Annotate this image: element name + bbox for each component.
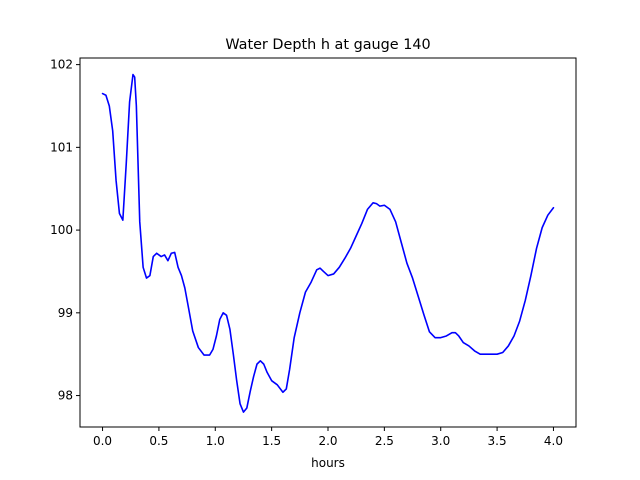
x-axis-ticks: 0.0 0.5 1.0 1.5 2.0 2.5 3.0 3.5 4.0 xyxy=(93,427,563,448)
plot-area xyxy=(79,57,577,428)
chart-title: Water Depth h at gauge 140 xyxy=(225,37,430,53)
x-tick-label: 1.0 xyxy=(206,434,225,448)
x-tick-label: 3.0 xyxy=(431,434,450,448)
x-axis-label: hours xyxy=(311,456,345,470)
x-tick-label: 3.5 xyxy=(488,434,507,448)
series-line-water-depth xyxy=(101,73,555,413)
x-tick-label: 0.5 xyxy=(149,434,168,448)
x-tick-label: 2.5 xyxy=(375,434,394,448)
x-tick-label: 2.0 xyxy=(318,434,337,448)
y-tick-label: 98 xyxy=(58,389,73,403)
y-tick-label: 100 xyxy=(50,223,73,237)
axes-background xyxy=(80,58,576,427)
x-tick-label: 1.5 xyxy=(262,434,281,448)
y-axis-ticks: 98 99 100 101 102 xyxy=(50,58,80,403)
y-tick-label: 102 xyxy=(50,58,73,72)
x-tick-label: 0.0 xyxy=(93,434,112,448)
x-tick-label: 4.0 xyxy=(544,434,563,448)
y-tick-label: 99 xyxy=(58,306,73,320)
y-tick-label: 101 xyxy=(50,140,73,154)
